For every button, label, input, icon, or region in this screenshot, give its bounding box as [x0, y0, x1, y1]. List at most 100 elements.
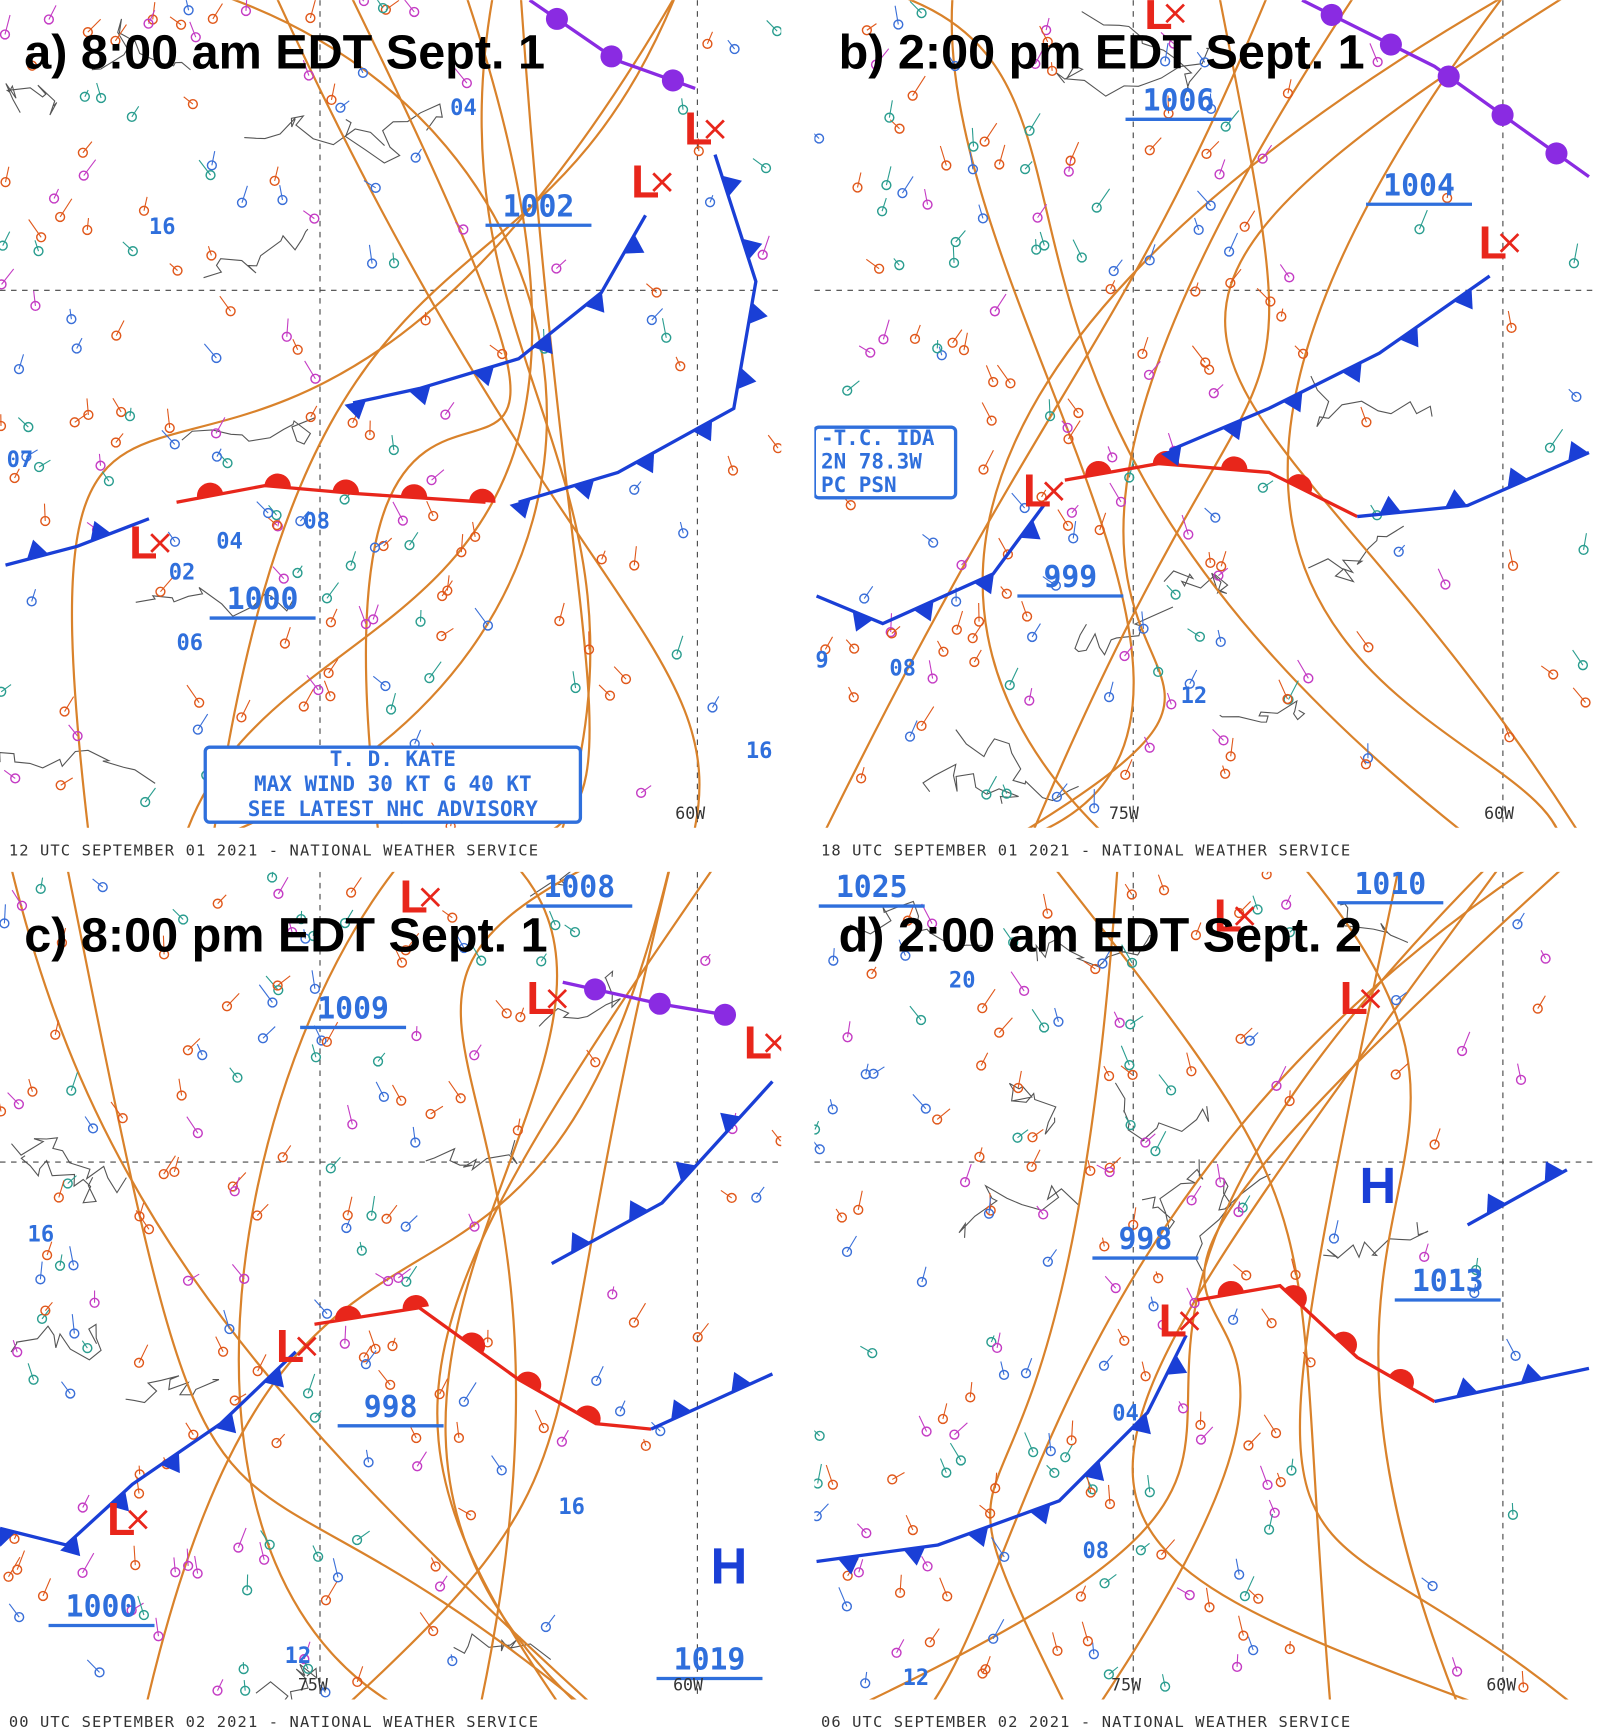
isobar-label: 04 — [216, 530, 243, 555]
wind-barb — [312, 923, 316, 937]
wind-barb — [356, 1530, 370, 1541]
wind-barb — [1032, 1128, 1044, 1138]
pressure-label: 1010 — [1354, 867, 1426, 902]
station-plot — [71, 343, 82, 354]
wind-barb — [450, 1654, 453, 1662]
wind-barb — [60, 777, 74, 786]
wind-barb — [392, 252, 395, 264]
station-plot — [1515, 1074, 1527, 1085]
warm-front — [1064, 461, 1358, 519]
wind-barb — [405, 932, 420, 951]
wind-barb — [1141, 611, 1145, 629]
station-plot — [1150, 1146, 1161, 1157]
isobar — [70, 0, 674, 828]
station-plot — [321, 1308, 333, 1319]
station-plot — [236, 712, 247, 723]
occluded-front-symbol — [648, 992, 671, 1015]
station-plot — [814, 1478, 823, 1489]
wind-barb — [376, 0, 384, 9]
wind-barb — [137, 1595, 145, 1616]
wind-barb — [767, 434, 779, 449]
wind-barb — [198, 159, 211, 176]
station-plot — [920, 1103, 931, 1114]
isobar — [520, 0, 591, 828]
station-plot — [271, 520, 283, 531]
station-plot — [370, 182, 381, 193]
cold-front-symbol — [1379, 495, 1402, 515]
wind-barb — [259, 1541, 265, 1560]
wind-barb — [1398, 544, 1406, 553]
wind-barb — [46, 1241, 53, 1256]
wind-barb — [468, 1213, 475, 1227]
wind-barb — [881, 197, 887, 212]
wind-barb — [303, 688, 314, 707]
station-plot — [207, 13, 218, 25]
wind-barb — [1248, 1432, 1261, 1446]
wind-barb — [909, 0, 922, 14]
wind-barb — [1289, 921, 1302, 933]
wind-barb — [1240, 1027, 1253, 1040]
isobar — [1224, 0, 1577, 828]
wind-barb — [1113, 259, 1123, 272]
wind-barb — [1176, 1587, 1191, 1596]
station-plot — [1085, 1165, 1096, 1177]
station-plot — [155, 586, 166, 597]
wind-barb — [166, 408, 171, 429]
wind-barb — [1360, 406, 1367, 423]
station-plot — [916, 1276, 928, 1288]
wind-barb — [110, 1101, 124, 1119]
station-plot — [222, 458, 233, 469]
station-plot — [192, 1568, 203, 1579]
station-plot — [956, 559, 967, 571]
cold-front-symbol — [852, 611, 874, 632]
station-plot — [856, 773, 867, 784]
station-plot — [1060, 1452, 1071, 1463]
wind-barb — [1029, 113, 1041, 132]
occluded-front-symbol — [1320, 3, 1343, 26]
station-plot — [842, 1032, 853, 1043]
station-plot — [1005, 378, 1016, 389]
wind-barb — [633, 481, 642, 491]
wind-barb — [1, 268, 15, 285]
station-plot — [1073, 407, 1084, 419]
panel-title: c) 8:00 pm EDT Sept. 1 — [24, 908, 547, 962]
wind-barb — [416, 1451, 427, 1467]
wind-barb — [312, 1545, 319, 1558]
wind-barb — [921, 1266, 927, 1283]
cold-front-symbol — [837, 1555, 860, 1575]
wind-barb — [996, 364, 1011, 384]
wind-barb — [372, 604, 379, 620]
station-plot — [1419, 1251, 1430, 1262]
station-plot — [1263, 1524, 1275, 1535]
station-plot — [325, 617, 337, 628]
station-plot — [904, 731, 916, 742]
station-plot — [497, 348, 508, 360]
station-plot — [1507, 560, 1519, 572]
border-line — [958, 1184, 1079, 1238]
station-plot — [272, 521, 283, 532]
cold-front-symbol — [1341, 362, 1362, 383]
low-x — [1043, 481, 1064, 501]
station-plot — [1216, 561, 1227, 572]
wind-barb — [14, 468, 20, 479]
wind-barb — [1107, 1484, 1111, 1505]
wind-barb — [1186, 1052, 1192, 1072]
wind-barb — [633, 1302, 646, 1323]
wind-barb — [12, 1339, 18, 1353]
wind-barb — [857, 1190, 863, 1210]
border-line — [1308, 525, 1404, 583]
border-line — [1163, 570, 1229, 595]
wind-barb — [613, 666, 627, 680]
wind-barb — [374, 540, 388, 549]
cold-front-symbol — [108, 1490, 130, 1512]
wind-barb — [939, 145, 947, 166]
occluded-front-symbol — [1491, 103, 1514, 127]
station-plot — [1166, 699, 1177, 710]
station-plot — [870, 59, 882, 70]
station-plot — [352, 1676, 363, 1688]
wind-barb — [771, 1129, 782, 1142]
wind-barb — [161, 429, 176, 445]
wind-barb — [368, 244, 373, 264]
station-plot — [1253, 1593, 1264, 1604]
wind-barb — [921, 1555, 929, 1567]
